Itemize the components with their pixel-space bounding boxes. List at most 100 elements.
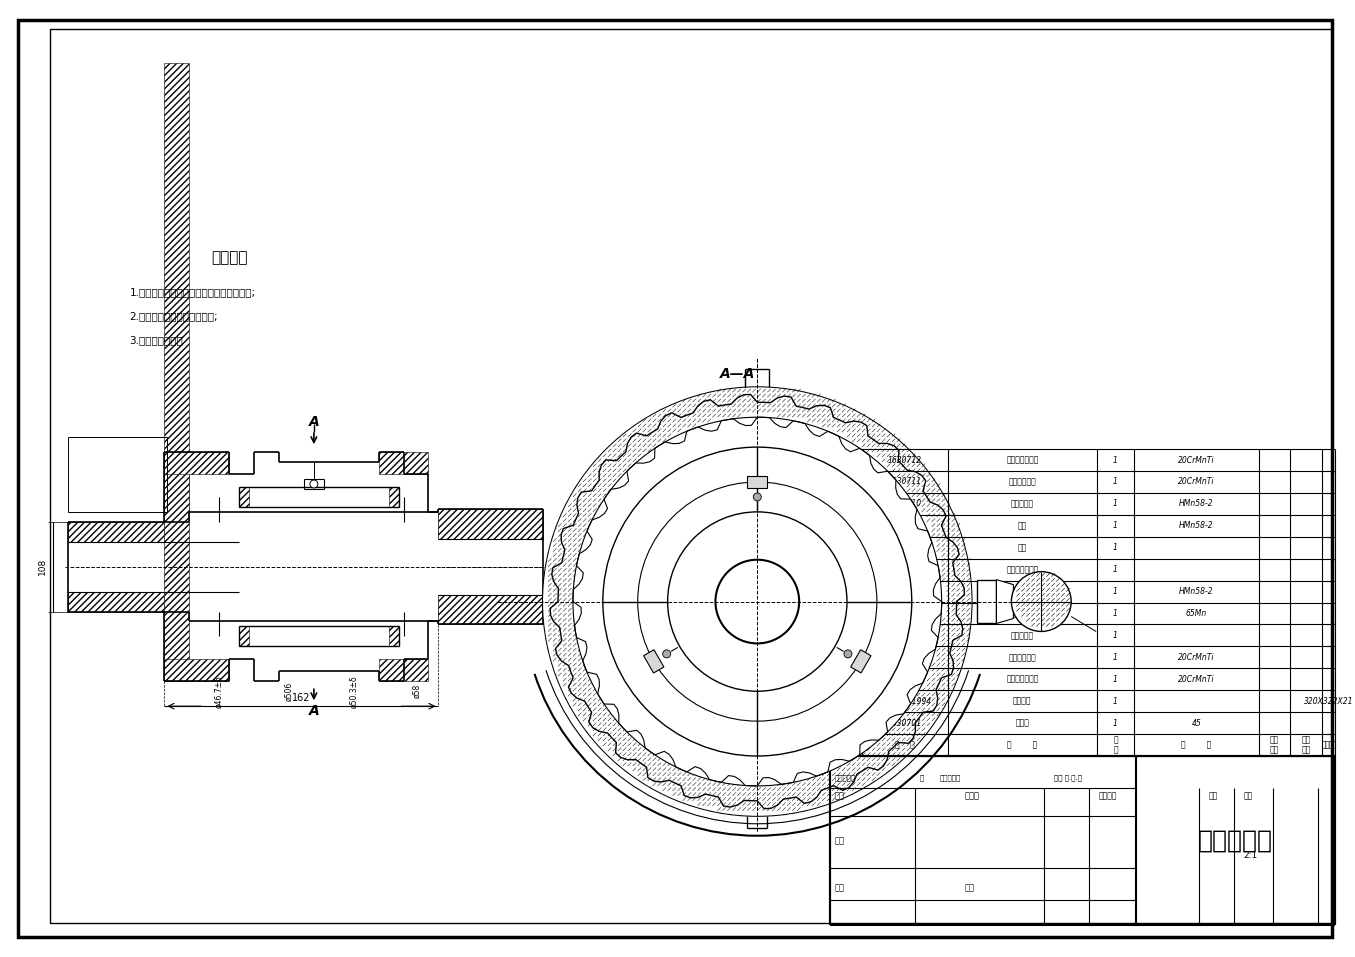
Text: 签名 年.月.日: 签名 年.月.日 (1054, 774, 1083, 781)
Bar (164, 63, 190, 681)
Text: 13: 13 (841, 456, 851, 464)
Text: 11: 11 (841, 500, 851, 508)
Text: 侧挡同步环: 侧挡同步环 (1011, 500, 1034, 508)
Text: 20CrMnTi: 20CrMnTi (1177, 478, 1214, 486)
Wedge shape (790, 390, 831, 429)
Text: 320X322X21: 320X322X21 (1304, 697, 1354, 705)
Text: 2.装配前所有零件用煤油清洗;: 2.装配前所有零件用煤油清洗; (130, 312, 218, 322)
Text: 区: 区 (920, 774, 924, 781)
Text: 1630711: 1630711 (888, 478, 921, 486)
Wedge shape (684, 775, 725, 812)
Polygon shape (977, 580, 996, 623)
Text: 1.装配时必须按正确顺序依次装配各零部件;: 1.装配时必须按正确顺序依次装配各零部件; (130, 288, 256, 298)
Wedge shape (820, 400, 864, 442)
Circle shape (844, 650, 852, 657)
Text: 总计
重量: 总计 重量 (1302, 735, 1312, 755)
Text: 材        料: 材 料 (1182, 741, 1211, 749)
Text: 6: 6 (844, 609, 848, 618)
Bar (238, 627, 249, 646)
Text: 1630712: 1630712 (888, 456, 921, 464)
Text: 1630701: 1630701 (888, 719, 921, 727)
Bar (238, 487, 249, 507)
Text: 3.保证装配关系。: 3.保证装配关系。 (130, 336, 183, 345)
Text: 1630708: 1630708 (888, 544, 921, 552)
Circle shape (1011, 571, 1072, 632)
Wedge shape (757, 388, 794, 420)
Circle shape (603, 447, 912, 756)
Wedge shape (593, 720, 638, 766)
Text: 侧挡接合齿圈: 侧挡接合齿圈 (1008, 478, 1037, 486)
Text: 1: 1 (1112, 653, 1118, 662)
Wedge shape (939, 565, 972, 602)
Text: ø50.3±δ: ø50.3±δ (350, 675, 358, 707)
Bar (164, 452, 190, 522)
Polygon shape (644, 650, 664, 673)
Text: 1: 1 (1112, 675, 1118, 684)
Text: 滚柱轴承: 滚柱轴承 (1014, 697, 1031, 705)
Text: 1: 1 (1112, 478, 1118, 486)
Text: A—A: A—A (720, 367, 755, 382)
Text: 1630705: 1630705 (888, 609, 921, 618)
Text: 更改文件号: 更改文件号 (939, 774, 961, 781)
Text: 1630707: 1630707 (888, 566, 921, 574)
Wedge shape (898, 464, 943, 509)
Text: 1630702: 1630702 (888, 675, 921, 684)
Text: 1: 1 (1112, 719, 1118, 727)
Wedge shape (556, 495, 598, 539)
Text: 五档同步环: 五档同步环 (1011, 631, 1034, 640)
Text: 20CrMnTi: 20CrMnTi (1177, 653, 1214, 662)
Text: 3: 3 (844, 675, 848, 684)
Circle shape (715, 560, 799, 643)
Wedge shape (898, 694, 943, 739)
Text: 审核: 审核 (835, 836, 846, 845)
Text: 备  注: 备 注 (1321, 741, 1336, 749)
Text: A: A (309, 415, 320, 429)
Circle shape (638, 482, 877, 722)
Wedge shape (650, 761, 694, 803)
Text: 标记处数分: 标记处数分 (835, 774, 856, 781)
Wedge shape (556, 664, 598, 709)
Wedge shape (546, 634, 584, 675)
Wedge shape (720, 388, 757, 420)
Text: 单件
重量: 单件 重量 (1270, 735, 1279, 755)
Text: 1630704: 1630704 (888, 631, 921, 640)
Wedge shape (875, 437, 921, 483)
Wedge shape (917, 495, 958, 539)
Text: 图    号: 图 号 (894, 741, 915, 749)
Text: HMn58-2: HMn58-2 (1179, 522, 1214, 530)
Wedge shape (939, 602, 972, 638)
Wedge shape (619, 743, 665, 787)
Text: 1: 1 (1112, 500, 1118, 508)
Wedge shape (917, 664, 958, 709)
Wedge shape (543, 565, 576, 602)
Text: 设计: 设计 (835, 791, 846, 800)
Text: 序
号: 序 号 (844, 735, 848, 755)
Wedge shape (593, 437, 638, 483)
Bar (439, 594, 543, 625)
Text: 7: 7 (844, 587, 848, 596)
Text: 输出轴: 输出轴 (1015, 719, 1030, 727)
Circle shape (663, 650, 671, 657)
Text: 同步器总成: 同步器总成 (1198, 829, 1274, 853)
Text: 10: 10 (841, 522, 851, 530)
Wedge shape (757, 783, 794, 815)
Text: 20CrMnTi: 20CrMnTi (1177, 675, 1214, 684)
Circle shape (543, 388, 972, 815)
Text: 技术要求: 技术要求 (211, 251, 248, 265)
Bar (164, 659, 229, 681)
Text: 12: 12 (841, 478, 851, 486)
Text: 1630710: 1630710 (888, 500, 921, 508)
Text: ø58: ø58 (412, 684, 421, 699)
Circle shape (753, 493, 762, 501)
Text: 9: 9 (844, 544, 848, 552)
Wedge shape (572, 464, 617, 509)
Text: 1: 1 (1112, 544, 1118, 552)
Wedge shape (875, 720, 921, 766)
Circle shape (573, 417, 942, 786)
Text: HMn58-2: HMn58-2 (1179, 587, 1214, 596)
Bar (164, 452, 229, 474)
Text: 滑块: 滑块 (1018, 522, 1027, 530)
Wedge shape (650, 400, 694, 442)
Text: GB/T297-1994: GB/T297-1994 (877, 697, 932, 705)
Polygon shape (748, 476, 767, 488)
